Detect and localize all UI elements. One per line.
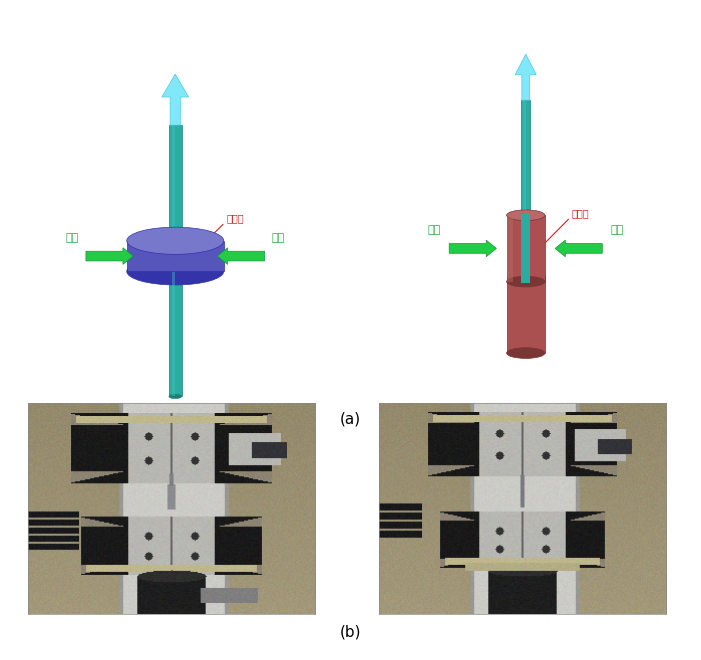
- Text: 고정: 고정: [65, 233, 79, 243]
- Bar: [507, 215, 513, 282]
- Bar: [172, 261, 175, 397]
- Bar: [169, 261, 182, 397]
- Bar: [521, 214, 531, 283]
- Bar: [172, 125, 175, 227]
- Text: (a): (a): [340, 412, 361, 426]
- Bar: [507, 215, 545, 282]
- Ellipse shape: [507, 277, 545, 287]
- Text: 고정: 고정: [427, 225, 440, 235]
- FancyArrow shape: [162, 74, 189, 125]
- Text: 고정: 고정: [272, 233, 285, 243]
- Ellipse shape: [127, 227, 224, 254]
- FancyArrow shape: [515, 54, 536, 100]
- Bar: [507, 277, 545, 353]
- Text: 용접부: 용접부: [572, 208, 590, 218]
- FancyArrow shape: [449, 240, 496, 257]
- Ellipse shape: [169, 394, 182, 399]
- FancyArrow shape: [555, 240, 602, 257]
- Bar: [521, 100, 531, 210]
- Bar: [524, 100, 526, 210]
- FancyArrow shape: [86, 248, 133, 265]
- Bar: [169, 125, 182, 227]
- Text: 고정: 고정: [611, 225, 625, 235]
- Ellipse shape: [507, 348, 545, 358]
- FancyArrow shape: [217, 248, 264, 265]
- Ellipse shape: [127, 258, 224, 285]
- Bar: [127, 241, 224, 271]
- Text: (b): (b): [340, 625, 361, 640]
- Text: 용접부: 용접부: [226, 213, 244, 223]
- Ellipse shape: [507, 210, 545, 220]
